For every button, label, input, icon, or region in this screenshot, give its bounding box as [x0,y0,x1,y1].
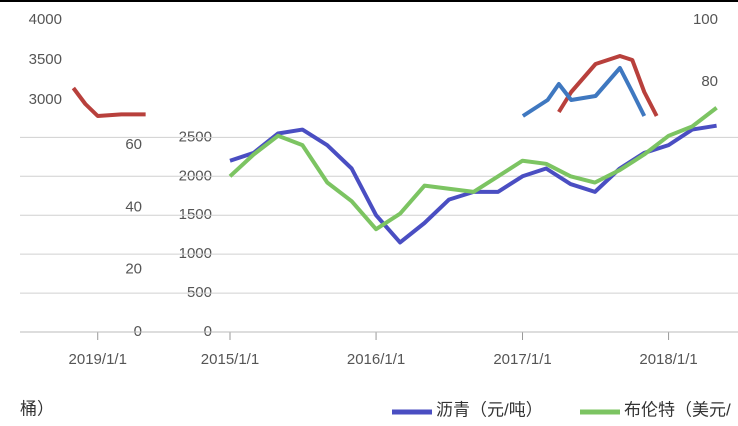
x-tick-label: 2017/1/1 [493,351,551,368]
y2-tick-label: 60 [125,136,142,153]
y-tick-label: 4000 [29,11,62,28]
y2-tick-label: 100 [693,11,718,28]
legend-label: 布伦特（美元/ [624,400,731,419]
series-line [228,106,718,232]
y2-tick-label: 80 [701,73,718,90]
y-tick-label: 500 [187,284,212,301]
foreground-chart: 0 500 1000 1500 2000 2500 0 20 40 60 2015/1/1 2016/… [20,106,738,368]
y-tick-label: 0 [204,323,212,340]
legend-fragment: 桶） [20,399,54,418]
y-tick-label: 3000 [29,91,62,108]
series-line [521,66,647,118]
x-tick-label: 2015/1/1 [201,351,259,368]
y-tick-label: 1500 [179,206,212,223]
x-tick-label: 2018/1/1 [639,351,697,368]
x-tick-label: 2019/1/1 [69,351,127,368]
x-tick-label: 2016/1/1 [347,351,405,368]
y2-tick-label: 40 [125,198,142,215]
series-line [71,86,146,118]
y-tick-label: 2500 [179,128,212,145]
y-tick-label: 3500 [29,51,62,68]
y-tick-label: 1000 [179,245,212,262]
series-line [557,54,659,117]
legend-label: 沥青（元/吨） [436,400,543,419]
legend: 桶） 沥青（元/吨） 布伦特（美元/ [20,399,731,419]
y2-tick-label: 20 [125,261,142,278]
y2-tick-label: 0 [134,323,142,340]
y-tick-label: 2000 [179,167,212,184]
